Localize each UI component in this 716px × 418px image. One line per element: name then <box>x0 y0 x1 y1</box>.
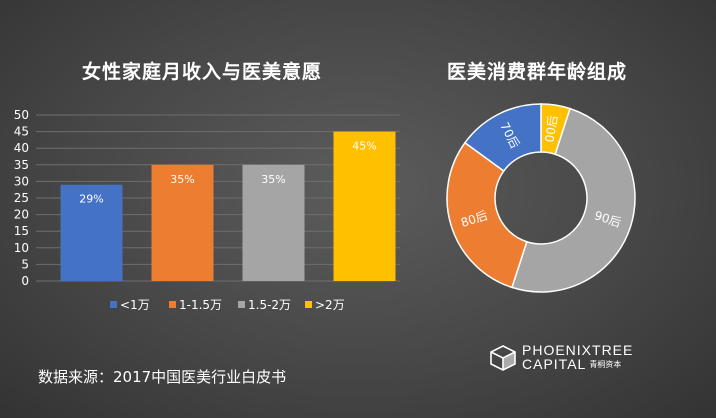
y-tick-label: 35 <box>14 158 29 172</box>
bar <box>60 184 123 281</box>
bar-value-label: 29% <box>79 193 103 206</box>
legend-label: 1-1.5万 <box>179 298 222 312</box>
donut-chart-title: 医美消费群年龄组成 <box>447 61 628 83</box>
slice-label: 00后 <box>542 114 560 143</box>
bar <box>242 164 305 281</box>
y-tick-label: 30 <box>14 174 29 188</box>
bar-value-label: 45% <box>352 140 376 153</box>
bar-value-label: 35% <box>261 173 285 186</box>
donut-slice <box>446 141 528 289</box>
y-tick-label: 5 <box>21 257 29 271</box>
company-logo: PHOENIXTREE CAPITAL 青桐资本 <box>490 343 633 372</box>
legend-label: 1.5-2万 <box>248 298 291 312</box>
logo-line2-cn: 青桐资本 <box>589 360 622 369</box>
donut-slice <box>463 103 542 173</box>
y-tick-label: 25 <box>14 191 29 205</box>
legend-swatch <box>169 301 176 308</box>
logo-line2: CAPITAL <box>522 356 587 372</box>
logo-line1: PHOENIXTREE <box>522 342 634 358</box>
bar <box>151 164 214 281</box>
legend-label: >2万 <box>315 298 345 312</box>
y-tick-label: 15 <box>14 224 29 238</box>
bar-chart-title: 女性家庭月收入与医美意愿 <box>82 61 323 83</box>
y-tick-label: 45 <box>14 125 29 139</box>
bar <box>333 131 396 281</box>
legend-swatch <box>305 301 312 308</box>
bar-chart: 0 5 10 15 20 25 30 35 40 45 50 29% 35% 35% 45% <1万 1-1.5… <box>14 108 400 312</box>
y-tick-label: 10 <box>14 241 29 255</box>
y-tick-label: 50 <box>14 108 29 122</box>
y-tick-label: 0 <box>21 274 29 288</box>
cube-logo-icon <box>490 344 516 371</box>
source-note: 数据来源：2017中国医美行业白皮书 <box>38 368 287 386</box>
y-tick-label: 20 <box>14 208 29 222</box>
bar-value-label: 35% <box>170 173 194 186</box>
legend-label: <1万 <box>120 298 150 312</box>
y-tick-label: 40 <box>14 141 29 155</box>
legend-swatch <box>238 301 245 308</box>
donut-slice <box>511 107 636 293</box>
legend-swatch <box>110 301 117 308</box>
